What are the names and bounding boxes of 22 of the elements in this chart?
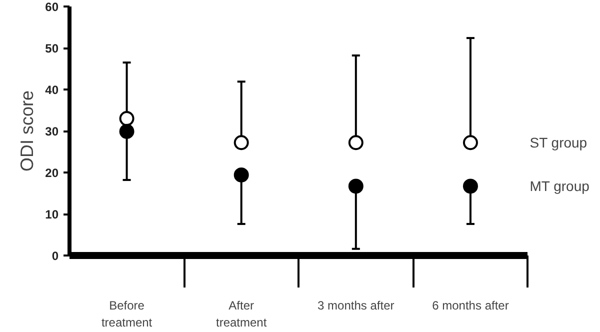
- y-tick-label: 50: [45, 42, 59, 56]
- x-tick-label: 3 months after: [318, 298, 394, 312]
- point: [348, 135, 364, 150]
- x-tick-label: Before treatment: [101, 298, 153, 330]
- y-axis-title: ODI score: [17, 90, 38, 172]
- y-tick-label: 10: [45, 208, 59, 222]
- point: [348, 178, 364, 194]
- x-tick-label: After treatment: [216, 298, 268, 330]
- point: [234, 135, 249, 150]
- point: [119, 111, 134, 126]
- text: ST group: [530, 134, 588, 151]
- y-tick-label: 40: [45, 83, 59, 97]
- point: [234, 168, 249, 182]
- x-tick-label: 6 months after: [432, 298, 509, 312]
- point: [119, 124, 134, 139]
- y-tick-label: 30: [45, 124, 59, 138]
- y-tick-label: 20: [45, 166, 59, 180]
- point: [462, 135, 478, 150]
- point: [462, 178, 478, 194]
- y-tick-label: 60: [45, 0, 59, 14]
- y-tick-label: 0: [52, 249, 59, 263]
- text: MT group: [530, 178, 590, 194]
